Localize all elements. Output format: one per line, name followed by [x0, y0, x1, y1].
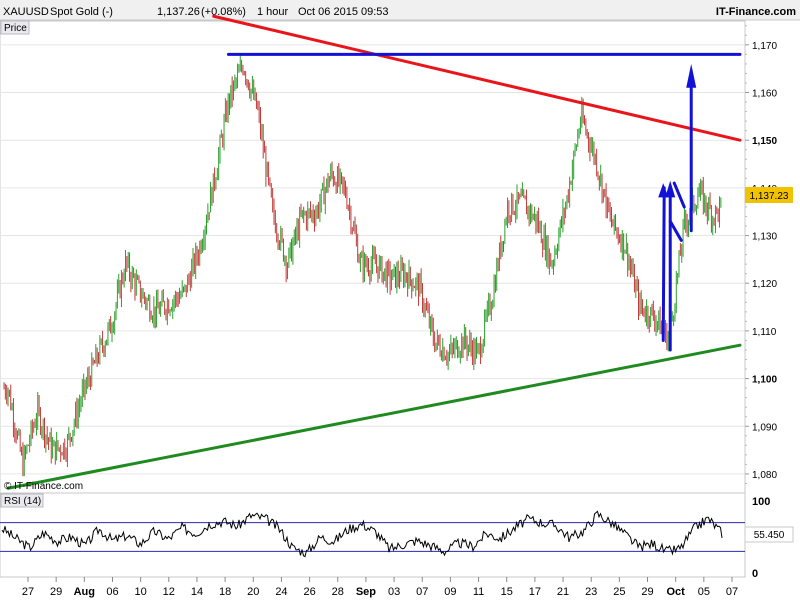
price-tick-label: 1,110	[752, 327, 777, 338]
time-tick-label: 27	[22, 586, 34, 598]
time-tick-label: 05	[698, 586, 710, 598]
time-tick-label: 12	[163, 586, 175, 598]
time-tick-label: 20	[247, 586, 259, 598]
price-panel-label: Price	[4, 23, 27, 34]
blue-drawings	[658, 63, 697, 352]
price-tick-label: 1,120	[752, 279, 777, 290]
header-brand: IT-Finance.com	[716, 6, 796, 18]
rsi-line	[1, 510, 723, 558]
trendline-resistance	[212, 14, 742, 142]
trendline-support	[6, 343, 742, 490]
header-symbol: XAUUSD	[3, 6, 49, 18]
rsi-panel-label-box	[0, 493, 44, 508]
watermark: © IT-Finance.com	[4, 481, 83, 492]
arrow-down-shaft	[661, 186, 666, 342]
time-tick-label: 25	[613, 586, 625, 598]
price-tick-label: 1,170	[752, 41, 777, 52]
time-tick-label: 21	[557, 586, 569, 598]
bracket-top	[672, 181, 686, 209]
trendlines	[6, 14, 742, 490]
time-tick-label: 29	[50, 586, 62, 598]
header-price: 1,137.26	[157, 6, 200, 18]
rsi-panel-label: RSI (14)	[4, 496, 41, 507]
time-tick-label: 26	[303, 586, 315, 598]
time-tick-label: 11	[473, 586, 484, 598]
header-interval: 1 hour	[257, 6, 289, 18]
rsi-current-label: 55.450	[754, 530, 785, 541]
rsi-axis: 0 100	[752, 496, 770, 580]
header-bar	[0, 0, 800, 20]
bracket-bottom	[668, 219, 683, 242]
time-tick-label: 29	[641, 586, 653, 598]
price-grid	[0, 44, 745, 475]
arrow-up-head	[658, 183, 669, 198]
price-tick-label: 1,130	[752, 232, 777, 243]
arrow-target-head	[686, 63, 697, 88]
time-tick-label: 23	[585, 586, 597, 598]
time-axis: 27 29 Aug 06 10 12 14 18 20 24 26 28 Sep 03 07 09 11 15 17…	[22, 577, 738, 598]
price-tick-label: 1,090	[752, 422, 777, 433]
header-instrument: Spot Gold (-)	[50, 6, 113, 18]
time-tick-label: 17	[529, 586, 541, 598]
arrow-up-head-2	[665, 180, 676, 198]
time-tick-label: 18	[219, 586, 231, 598]
time-tick-label: 03	[388, 586, 400, 598]
time-tick-label: Oct	[667, 586, 686, 598]
price-tick-label: 1,100	[752, 375, 777, 386]
price-tick-label: 1,150	[752, 136, 777, 147]
time-tick-label: Sep	[356, 586, 376, 598]
time-tick-label: 06	[106, 586, 118, 598]
price-panel-label-box	[0, 20, 30, 35]
header-change: (+0.08%)	[201, 6, 246, 18]
rsi-plot	[0, 510, 745, 558]
current-price-label: 1,137.23	[750, 191, 789, 202]
rsi-current-label-box	[744, 526, 794, 543]
current-price-label-box	[745, 187, 793, 203]
price-axis: 1,0801,0901,1001,1101,1201,1301,1401,150…	[745, 25, 777, 484]
time-tick-label: Aug	[74, 586, 95, 598]
time-tick-label: 15	[501, 586, 513, 598]
time-tick-label: 09	[444, 586, 456, 598]
time-tick-label: 14	[191, 586, 203, 598]
rsi-tick-label: 100	[752, 496, 770, 508]
time-tick-label: 28	[332, 586, 344, 598]
rsi-panel	[0, 492, 746, 578]
time-tick-label: 10	[135, 586, 147, 598]
time-tick-label: 07	[726, 586, 738, 598]
time-tick-label: 07	[416, 586, 428, 598]
time-tick-label: 24	[275, 586, 287, 598]
rsi-tick-label: 0	[752, 568, 758, 580]
price-tick-label: 1,080	[752, 470, 777, 481]
price-tick-label: 1,160	[752, 89, 777, 100]
header-timestamp: Oct 06 2015 09:53	[298, 6, 389, 18]
candles	[3, 54, 722, 477]
